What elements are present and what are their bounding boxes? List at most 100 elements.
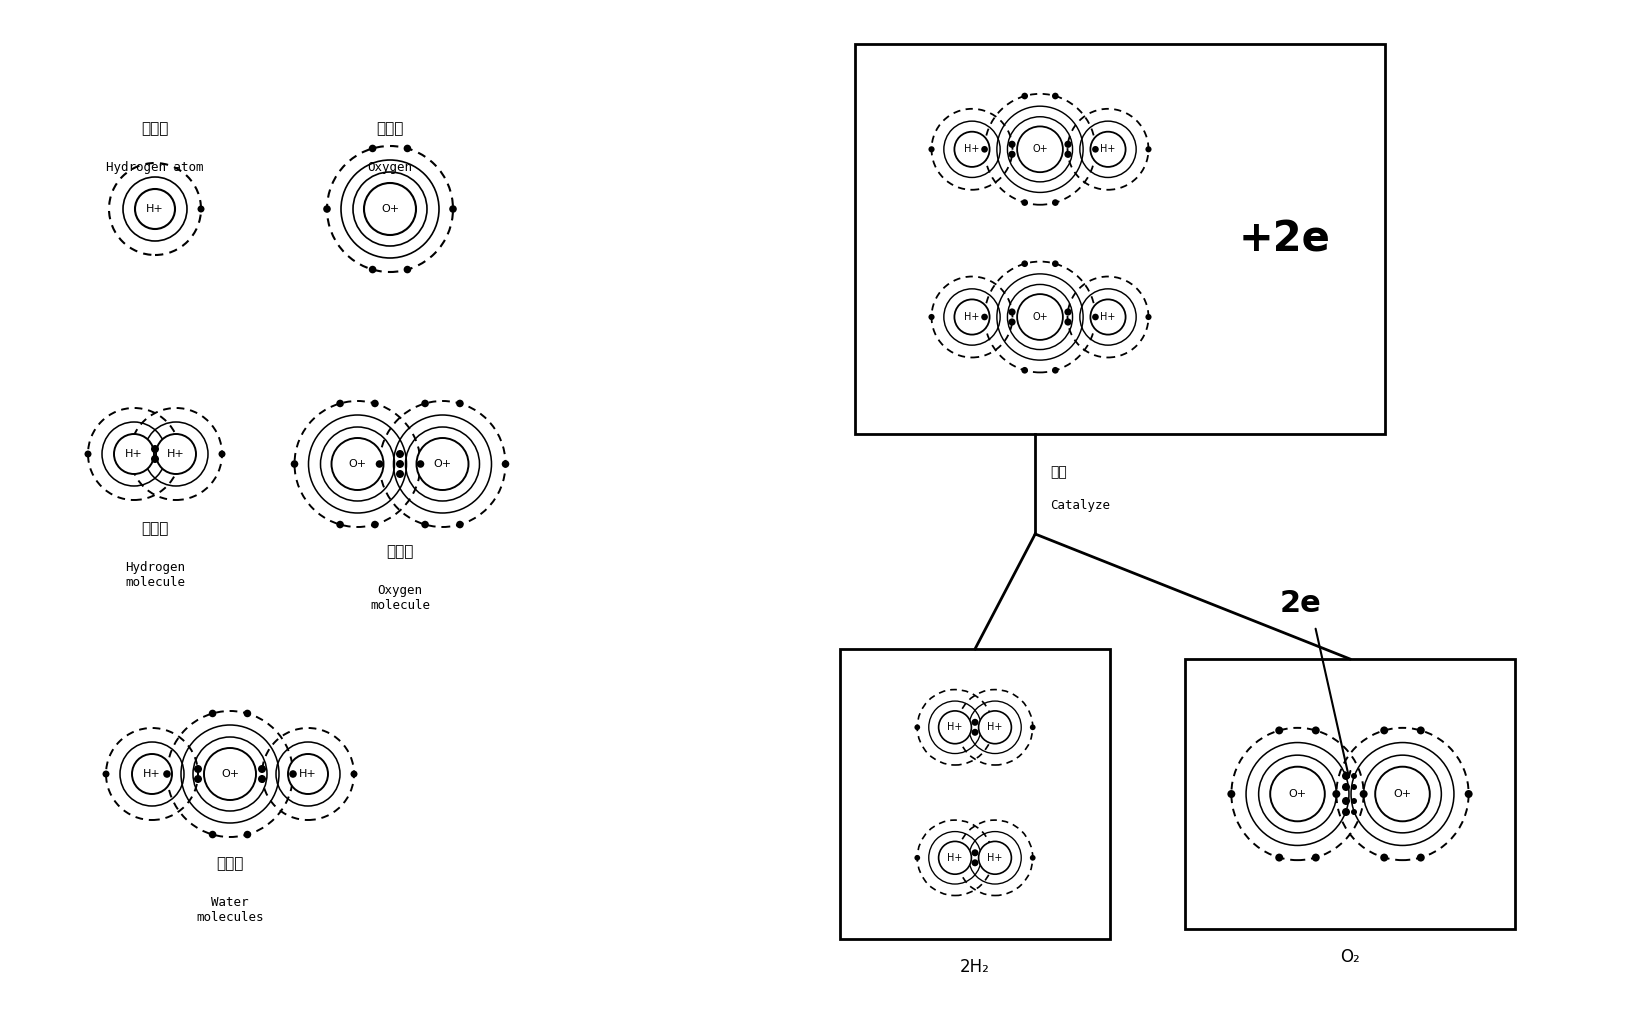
- Circle shape: [938, 711, 971, 743]
- Circle shape: [981, 146, 988, 153]
- Circle shape: [289, 770, 297, 778]
- Circle shape: [1341, 783, 1350, 791]
- Bar: [839, 649, 1110, 939]
- Text: 2H₂: 2H₂: [960, 958, 990, 976]
- Text: H+: H+: [126, 449, 142, 459]
- Text: O₂: O₂: [1340, 948, 1360, 966]
- Circle shape: [291, 460, 299, 468]
- Text: H+: H+: [145, 204, 164, 214]
- Text: O+: O+: [433, 459, 451, 469]
- Circle shape: [1021, 200, 1028, 206]
- Circle shape: [324, 205, 330, 213]
- Text: 催化: 催化: [1051, 465, 1067, 479]
- Circle shape: [337, 521, 344, 528]
- Circle shape: [1275, 726, 1284, 734]
- Circle shape: [978, 711, 1011, 743]
- Circle shape: [258, 765, 266, 773]
- Circle shape: [1029, 724, 1036, 730]
- Circle shape: [1379, 726, 1388, 734]
- Text: Hydrogen
molecule: Hydrogen molecule: [126, 561, 185, 589]
- Text: H+: H+: [965, 312, 980, 322]
- Circle shape: [132, 754, 172, 794]
- Circle shape: [416, 460, 425, 468]
- Circle shape: [1029, 855, 1036, 860]
- Text: Hydrogen atom: Hydrogen atom: [106, 161, 203, 174]
- Circle shape: [218, 451, 226, 458]
- Circle shape: [928, 314, 935, 321]
- Text: O+: O+: [1289, 790, 1307, 799]
- Circle shape: [1052, 367, 1059, 374]
- Text: H+: H+: [965, 144, 980, 155]
- Circle shape: [1351, 773, 1356, 779]
- Circle shape: [1275, 854, 1284, 861]
- Circle shape: [1417, 726, 1424, 734]
- Text: H+: H+: [1100, 312, 1115, 322]
- Text: O+: O+: [382, 204, 400, 214]
- Circle shape: [416, 438, 469, 490]
- Circle shape: [208, 830, 216, 839]
- Circle shape: [938, 842, 971, 874]
- Circle shape: [287, 754, 329, 794]
- Circle shape: [150, 455, 159, 463]
- Circle shape: [1312, 854, 1320, 861]
- Circle shape: [332, 438, 383, 490]
- Circle shape: [372, 399, 378, 408]
- Circle shape: [1064, 151, 1072, 158]
- Circle shape: [971, 719, 978, 726]
- Circle shape: [1018, 294, 1062, 340]
- Circle shape: [198, 206, 205, 213]
- Circle shape: [350, 770, 357, 777]
- Circle shape: [1021, 367, 1028, 374]
- Text: 氧分子: 氧分子: [387, 545, 413, 559]
- Circle shape: [1008, 151, 1016, 158]
- Circle shape: [915, 724, 920, 730]
- Circle shape: [403, 144, 411, 153]
- Text: Oxygen: Oxygen: [367, 161, 413, 174]
- Circle shape: [114, 434, 154, 474]
- Circle shape: [955, 132, 990, 167]
- Circle shape: [981, 313, 988, 321]
- Text: H+: H+: [1100, 144, 1115, 155]
- Circle shape: [396, 460, 405, 468]
- Circle shape: [102, 770, 109, 777]
- Circle shape: [403, 266, 411, 273]
- Circle shape: [1008, 140, 1016, 147]
- Circle shape: [368, 144, 377, 153]
- Circle shape: [155, 434, 197, 474]
- Text: 2e: 2e: [1279, 590, 1322, 618]
- Circle shape: [1341, 797, 1350, 805]
- Text: O+: O+: [221, 769, 240, 779]
- Circle shape: [1021, 93, 1028, 99]
- Circle shape: [1064, 140, 1072, 147]
- Circle shape: [1064, 318, 1072, 326]
- Circle shape: [193, 765, 202, 773]
- Circle shape: [337, 399, 344, 408]
- Circle shape: [928, 146, 935, 153]
- Text: O+: O+: [349, 459, 367, 469]
- Bar: [1184, 659, 1515, 929]
- Text: H+: H+: [144, 769, 160, 779]
- Circle shape: [1374, 767, 1429, 821]
- Circle shape: [1021, 260, 1028, 267]
- Circle shape: [1351, 798, 1356, 804]
- Text: H+: H+: [988, 722, 1003, 732]
- Circle shape: [421, 399, 430, 408]
- Text: 氧原子: 氧原子: [377, 122, 403, 136]
- Text: H+: H+: [167, 449, 185, 459]
- Circle shape: [1145, 146, 1151, 153]
- Circle shape: [363, 183, 416, 234]
- Circle shape: [1341, 772, 1350, 780]
- Circle shape: [971, 859, 978, 866]
- Circle shape: [1312, 726, 1320, 734]
- Text: +2e: +2e: [1239, 218, 1332, 260]
- Text: H+: H+: [988, 853, 1003, 863]
- Circle shape: [955, 299, 990, 335]
- Circle shape: [164, 770, 170, 778]
- Circle shape: [1351, 809, 1356, 815]
- Circle shape: [1052, 93, 1059, 99]
- Text: H+: H+: [947, 853, 963, 863]
- Circle shape: [915, 855, 920, 860]
- Circle shape: [1333, 790, 1340, 798]
- Circle shape: [368, 266, 377, 273]
- Circle shape: [375, 460, 383, 468]
